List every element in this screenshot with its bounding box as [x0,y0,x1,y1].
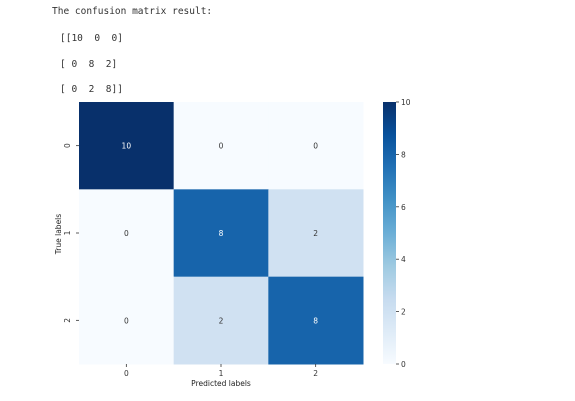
heatmap-cell [79,276,175,365]
cell-value-label: 8 [219,229,224,238]
colorbar-tick-label: 8 [401,150,406,159]
heatmap-cell [173,276,269,365]
matrix-row-line: [[10 0 0] [60,33,123,44]
heatmap-cell [79,189,175,278]
y-tick-label: 0 [63,143,72,148]
y-axis-ticks: 0 1 2 [63,143,79,323]
cell-value-label: 0 [124,316,129,325]
heatmap-cell [173,102,269,190]
y-axis-label: True labels [54,214,63,255]
colorbar-tick-label: 10 [401,98,411,107]
y-tick-label: 1 [63,230,72,235]
colorbar [383,102,396,364]
heatmap-cells [79,102,364,365]
heatmap-cell [173,189,269,278]
y-tick-label: 2 [63,318,72,323]
heatmap-cell [268,189,364,278]
heatmap-cell [79,102,175,190]
colorbar-tick-label: 0 [401,360,406,369]
console-intro-line: The confusion matrix result: [52,6,213,17]
cell-value-label: 2 [313,229,318,238]
cell-value-label: 0 [124,229,129,238]
x-tick-label: 1 [219,369,224,378]
colorbar-ticks: 0 2 4 6 8 10 [396,98,411,369]
x-tick-label: 0 [124,369,129,378]
cell-value-label: 2 [219,316,224,325]
colorbar-tick-label: 2 [401,308,406,317]
x-tick-label: 2 [313,369,318,378]
console-output: The confusion matrix result: [[10 0 0] [… [0,0,212,95]
colorbar-tick-label: 4 [401,255,406,264]
cell-value-label: 0 [313,142,318,151]
colorbar-tick-label: 6 [401,203,406,212]
cell-value-label: 10 [122,142,132,151]
heatmap-cell [268,102,364,190]
cell-value-label: 8 [313,316,318,325]
heatmap-annotations: 10 0 0 0 8 2 0 2 8 [122,142,319,326]
matrix-row-line: [ 0 8 2] [60,59,118,70]
matrix-row-line: [ 0 2 8]] [60,84,123,95]
heatmap-cell [268,276,364,365]
x-axis-ticks: 0 1 2 [124,364,318,378]
x-axis-label: Predicted labels [191,379,251,388]
cell-value-label: 0 [219,142,224,151]
